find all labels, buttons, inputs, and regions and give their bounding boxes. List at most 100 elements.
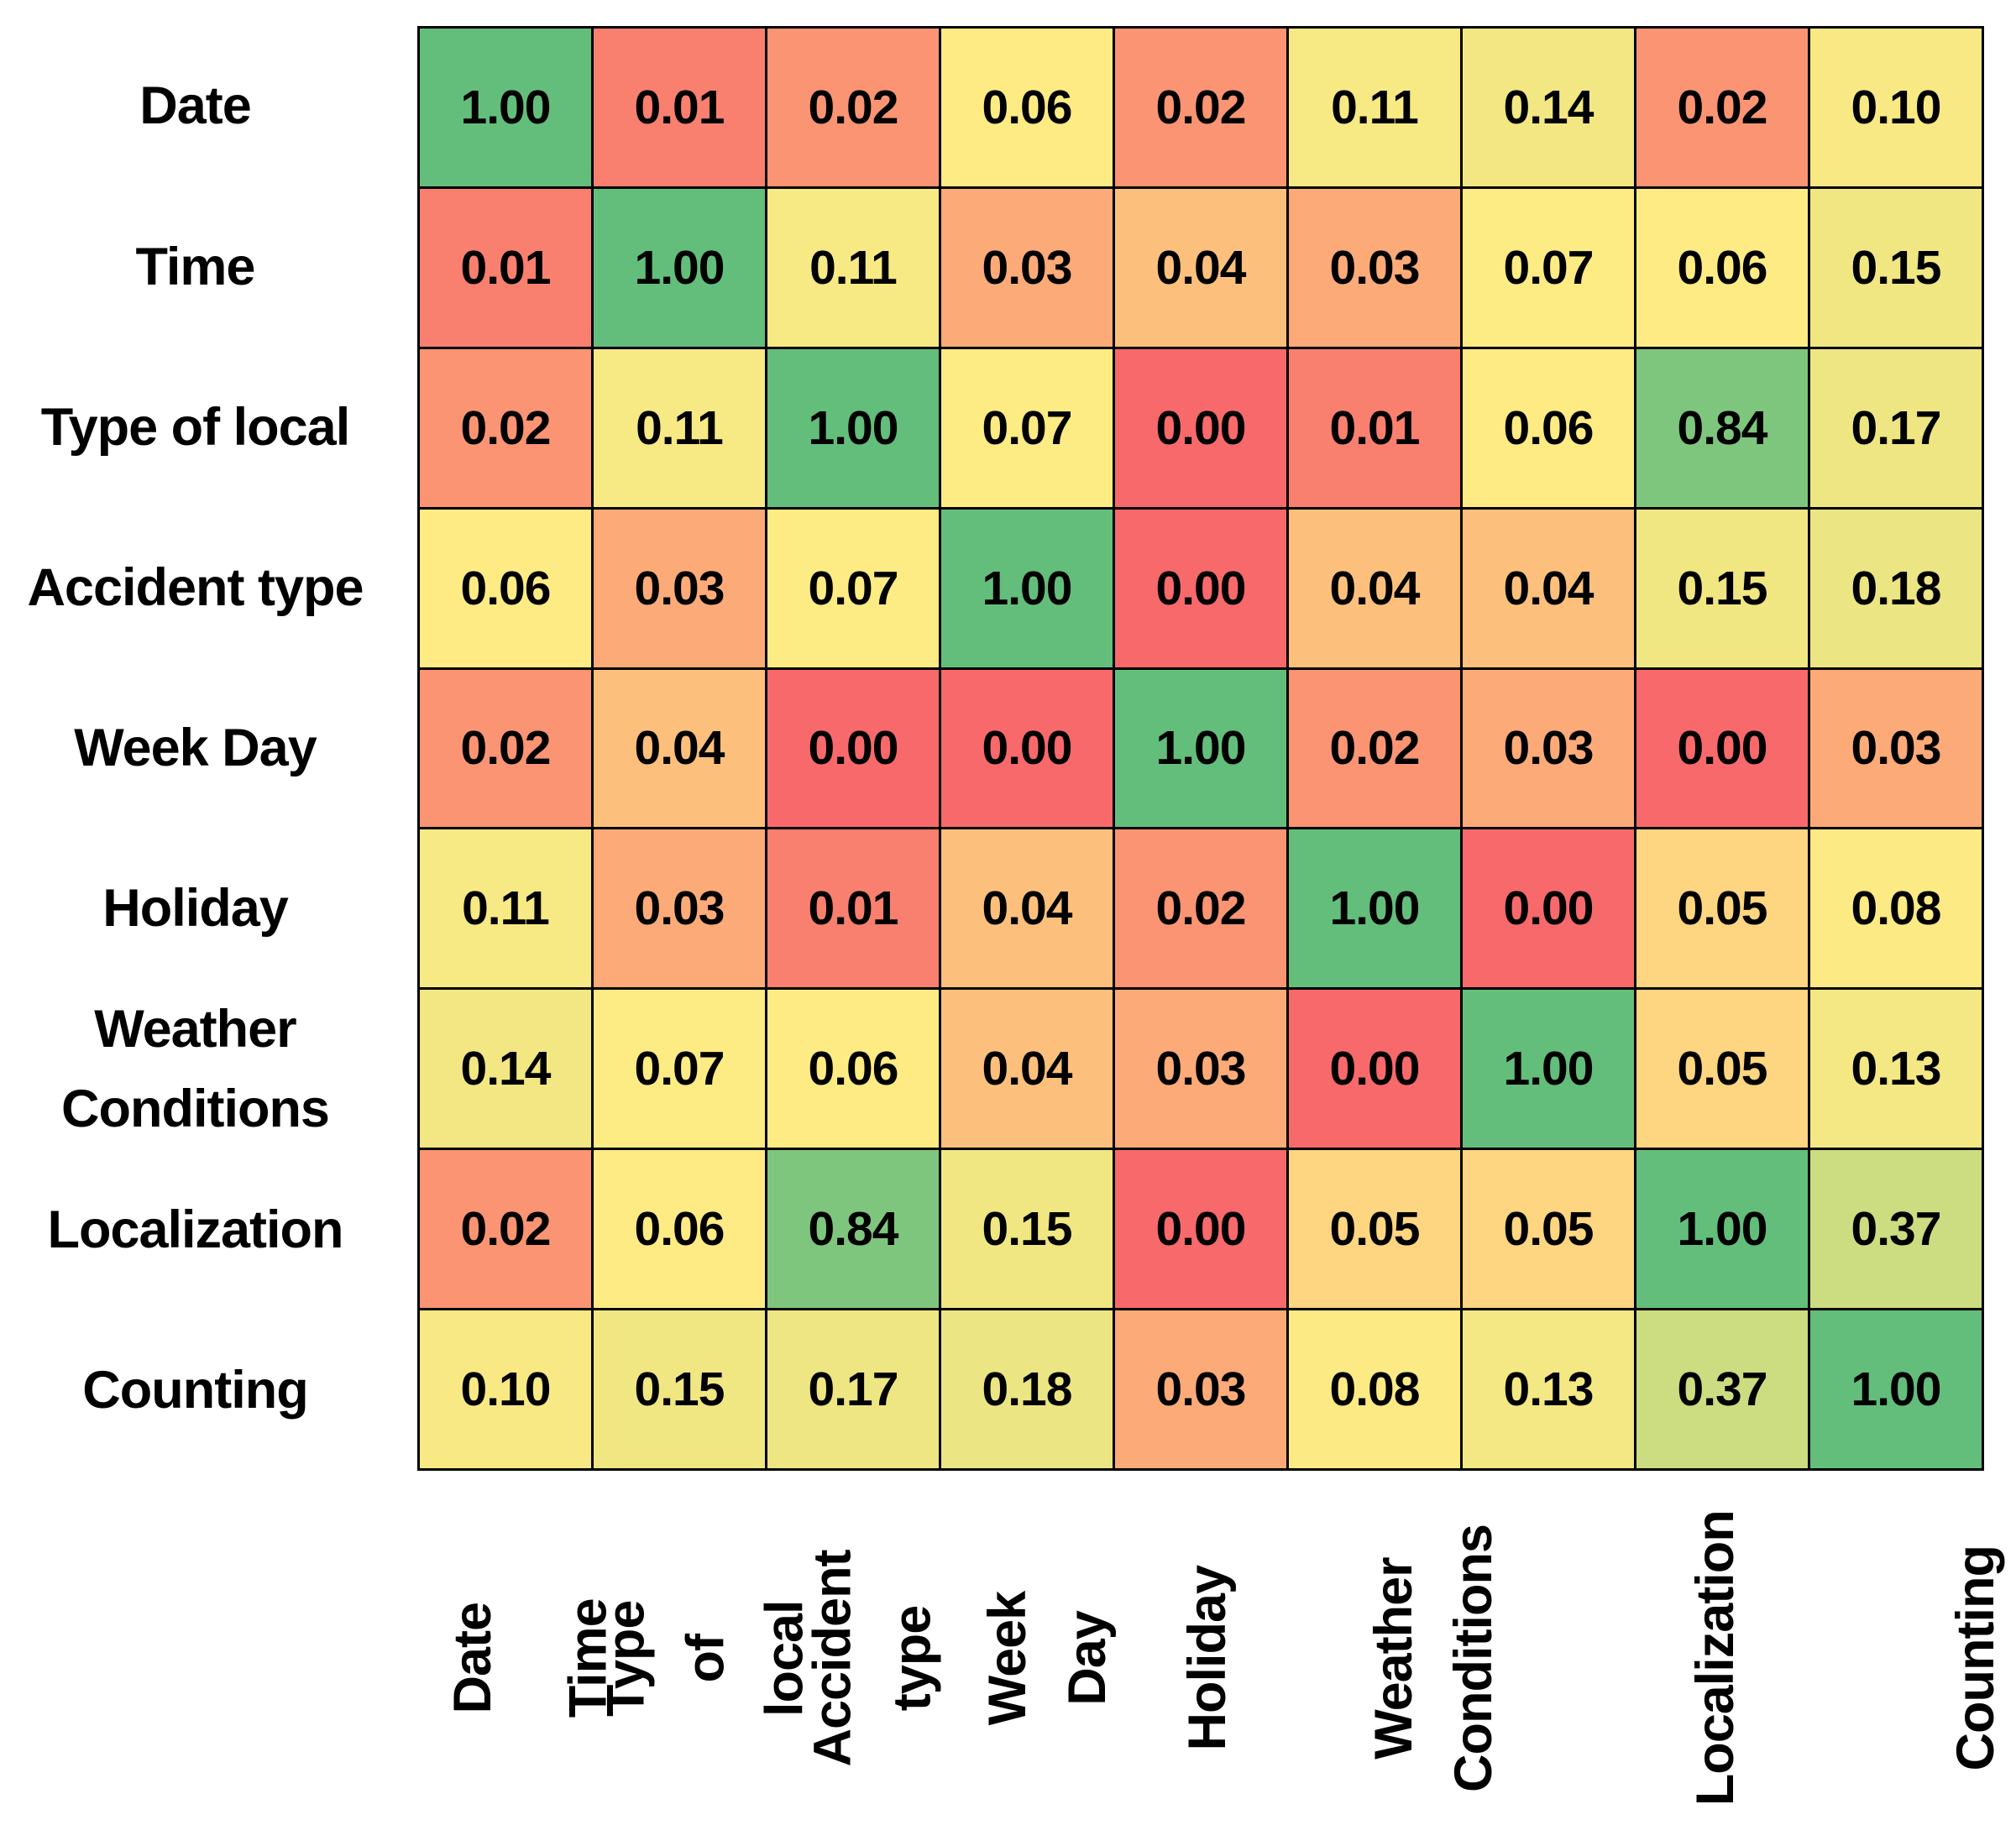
heatmap-cell: 0.15	[1636, 509, 1808, 667]
col-label: Counting	[1946, 1545, 2006, 1771]
col-label-cell: Holiday	[1115, 1471, 1301, 1846]
heatmap-cell: 0.00	[1289, 990, 1460, 1148]
heatmap-cell: 0.01	[420, 188, 591, 347]
heatmap-cell: 0.10	[420, 1310, 591, 1468]
heatmap-cell: 0.15	[941, 1150, 1113, 1309]
heatmap-cell: 0.37	[1636, 1310, 1808, 1468]
heatmap-cell: 0.04	[1115, 188, 1286, 347]
heatmap-cell: 0.06	[767, 990, 939, 1148]
heatmap-cell: 0.03	[594, 829, 765, 988]
heatmap-cell: 0.02	[1115, 829, 1286, 988]
heatmap-cell: 0.18	[941, 1310, 1113, 1468]
heatmap-cell: 1.00	[594, 188, 765, 347]
col-label-cell: Accident type	[764, 1471, 981, 1846]
heatmap-cell: 1.00	[1289, 829, 1460, 988]
heatmap-cell: 0.00	[1115, 1150, 1286, 1309]
heatmap-cell: 0.13	[1810, 990, 1982, 1148]
x-axis: Date Time Type of local Accident type Week D…	[417, 1471, 2005, 1846]
heatmap-cell: 0.01	[594, 29, 765, 186]
heatmap-cell: 0.02	[420, 669, 591, 828]
heatmap-cell: 0.00	[1115, 348, 1286, 507]
heatmap-cell: 0.11	[767, 188, 939, 347]
heatmap-cell: 0.84	[1636, 348, 1808, 507]
heatmap-cell: 0.00	[1115, 509, 1286, 667]
heatmap-cell: 0.08	[1810, 829, 1982, 988]
row-label: Accident type	[27, 558, 364, 618]
col-label-cell: Week Day	[978, 1471, 1117, 1846]
col-label-cell: Weather Conditions	[1300, 1471, 1568, 1846]
heatmap-cell: 0.07	[941, 348, 1113, 507]
heatmap-cell: 0.05	[1463, 1150, 1634, 1309]
col-label-cell: Counting	[1863, 1471, 2016, 1846]
heatmap-cell: 0.03	[1810, 669, 1982, 828]
heatmap-cell: 0.02	[420, 348, 591, 507]
heatmap-cell: 0.02	[1115, 29, 1286, 186]
heatmap-cell: 0.37	[1810, 1150, 1982, 1309]
heatmap-cell: 1.00	[420, 29, 591, 186]
col-label: Weather Conditions	[1364, 1524, 1503, 1792]
heatmap-cell: 0.00	[1463, 829, 1634, 988]
heatmap-cell: 0.04	[594, 669, 765, 828]
heatmap-cell: 0.04	[941, 990, 1113, 1148]
heatmap-cell: 0.17	[1810, 348, 1982, 507]
heatmap-cell: 0.18	[1810, 509, 1982, 667]
heatmap-cell: 0.03	[594, 509, 765, 667]
heatmap-cell: 0.03	[1463, 669, 1634, 828]
heatmap-cell: 0.11	[420, 829, 591, 988]
heatmap-cell: 0.02	[1289, 669, 1460, 828]
heatmap-cell: 1.00	[767, 348, 939, 507]
heatmap-cell: 0.84	[767, 1150, 939, 1309]
col-label-cell: Type of local	[597, 1471, 814, 1846]
heatmap-cell: 0.01	[767, 829, 939, 988]
col-label: Type of local	[597, 1600, 814, 1717]
heatmap-cell: 1.00	[941, 509, 1113, 667]
col-label-cell: Date	[417, 1471, 529, 1846]
row-label: Localization	[47, 1200, 343, 1259]
heatmap-cell: 0.04	[941, 829, 1113, 988]
heatmap-cell: 0.03	[941, 188, 1113, 347]
heatmap-cell: 0.13	[1463, 1310, 1634, 1468]
heatmap-cell: 0.07	[767, 509, 939, 667]
heatmap-cell: 0.04	[1289, 509, 1460, 667]
heatmap-cell: 0.07	[1463, 188, 1634, 347]
row-label: Weather Conditions	[61, 1000, 330, 1138]
col-label: Holiday	[1177, 1566, 1237, 1751]
heatmap-cell: 0.06	[420, 509, 591, 667]
col-label: Week Day	[978, 1591, 1117, 1726]
col-label: Accident type	[803, 1550, 942, 1767]
heatmap-cell: 1.00	[1636, 1150, 1808, 1309]
heatmap-cell: 0.03	[1289, 188, 1460, 347]
heatmap-cell: 0.15	[1810, 188, 1982, 347]
heatmap-cell: 0.02	[420, 1150, 591, 1309]
heatmap-cell: 0.01	[1289, 348, 1460, 507]
heatmap-cell: 0.07	[594, 990, 765, 1148]
heatmap-cell: 0.00	[767, 669, 939, 828]
heatmap-cell: 0.14	[420, 990, 591, 1148]
row-label: Date	[139, 76, 252, 136]
heatmap-cell: 0.05	[1636, 990, 1808, 1148]
row-label: Week Day	[74, 719, 317, 778]
heatmap-cell: 1.00	[1115, 669, 1286, 828]
row-label: Counting	[82, 1361, 308, 1420]
heatmap-cell: 0.02	[1636, 29, 1808, 186]
y-axis: Date Time Type of local Accident type Week D…	[0, 26, 390, 1471]
row-label: Type of local	[40, 397, 350, 457]
heatmap-cell: 0.05	[1636, 829, 1808, 988]
heatmap-cell: 0.11	[1289, 29, 1460, 186]
heatmap-cell: 1.00	[1463, 990, 1634, 1148]
row-label: Holiday	[102, 879, 289, 939]
heatmap-cell: 0.05	[1289, 1150, 1460, 1309]
heatmap-cell: 1.00	[1810, 1310, 1982, 1468]
heatmap-cell: 0.03	[1115, 1310, 1286, 1468]
col-label: Localization	[1685, 1510, 1745, 1807]
heatmap-cell: 0.15	[594, 1310, 765, 1468]
heatmap-cell: 0.10	[1810, 29, 1982, 186]
heatmap-cell: 0.03	[1115, 990, 1286, 1148]
heatmap-cell: 0.06	[594, 1150, 765, 1309]
col-label-cell: Localization	[1568, 1471, 1863, 1846]
heatmap-cell: 0.02	[767, 29, 939, 186]
heatmap-cell: 0.06	[1636, 188, 1808, 347]
heatmap-cell: 0.04	[1463, 509, 1634, 667]
heatmap-cell: 0.17	[767, 1310, 939, 1468]
